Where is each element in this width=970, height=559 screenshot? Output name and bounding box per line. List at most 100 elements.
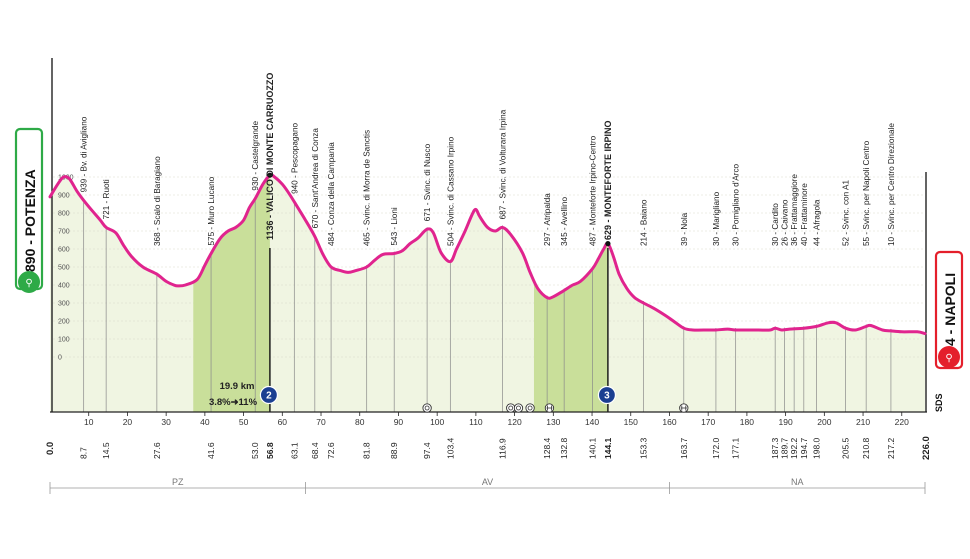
place-label: 52 - Svinc. con A1 (842, 180, 851, 246)
intermediate-marker (506, 403, 516, 413)
climb-category-label: 2 (266, 391, 272, 402)
finish-bike-glyph: ⚲ (945, 353, 952, 364)
distance-label: 72.6 (326, 442, 336, 459)
distance-label: 217.2 (886, 437, 896, 459)
climb-area-cat-2 (193, 175, 270, 412)
place-label: 575 - Muro Lucano (207, 176, 216, 245)
x-tick-label: 150 (624, 417, 638, 427)
distance-label: 132.8 (559, 437, 569, 459)
x-tick-label: 190 (779, 417, 793, 427)
distance-label: 41.6 (206, 442, 216, 459)
place-label: 487 - Monteforte Irpino-Centro (588, 135, 597, 246)
x-tick-label: 140 (585, 417, 599, 427)
y-tick-label: 200 (58, 319, 70, 326)
route-markers: 2 3 19.9 km 3.8%➜11% (209, 381, 689, 413)
place-label: 940 - Pescopagano (290, 122, 299, 193)
x-end-label: 226.0 (921, 436, 932, 460)
place-label: 687 - Svinc. di Volturara Irpina (499, 109, 508, 219)
start-bike-icon (18, 271, 40, 293)
distance-label: 172.0 (711, 437, 721, 459)
intermediate-inner (508, 405, 514, 411)
place-label: 30 - Pomigliano d'Arco (732, 163, 741, 246)
place-label: 345 - Avellino (560, 197, 569, 246)
distance-label: 81.8 (362, 442, 372, 459)
start-finish-badges: 890 - POTENZA ⚲ 4 - NAPOLI ⚲ SDS (14, 127, 964, 412)
place-label: 10 - Svinc. per Centro Direzionale (887, 123, 896, 246)
place-label: 721 - Ruoti (102, 179, 111, 219)
place-label: 939 - Bv. di Avigliano (80, 116, 89, 192)
place-label: 1136 - VALICO DI MONTE CARRUOZZO (265, 73, 275, 240)
place-label: 930 - Castelgrande (251, 121, 260, 191)
distance-label: 97.4 (422, 442, 432, 459)
y-tick-label: 400 (58, 283, 70, 290)
intermediate-marker (422, 403, 432, 413)
x-tick-label: 200 (817, 417, 831, 427)
place-label: 670 - Sant'Andrea di Conza (311, 128, 320, 229)
y-tick-label: 600 (58, 247, 70, 254)
distance-label: 210.8 (861, 437, 871, 459)
place-label: 629 - MONTEFORTE IRPINO (603, 120, 613, 240)
place-label: 30 - Cardito (771, 203, 780, 246)
finish-badge-label: 4 - NAPOLI (942, 273, 958, 346)
place-label: 671 - Svinc. di Nusco (423, 143, 432, 221)
x-tick-label: 60 (278, 417, 288, 427)
y-tick-label: 500 (58, 265, 70, 272)
x-tick-label: 50 (239, 417, 249, 427)
distance-label: 103.4 (445, 437, 455, 459)
x-tick-label: 120 (508, 417, 522, 427)
summit-dot (267, 172, 273, 178)
climb-area-cat-3 (533, 243, 608, 412)
distance-label: 53.0 (250, 442, 260, 459)
intermediate-marker (525, 403, 535, 413)
climb-gradient-label: 3.8%➜11% (209, 397, 258, 408)
finish-extra-label: SDS (934, 393, 944, 412)
place-label: 368 - Scalo di Baragiano (153, 156, 162, 246)
place-label: 55 - Svinc. per Napoli Centro (862, 140, 871, 246)
distance-label: 192.2 (789, 437, 799, 459)
distance-label: 144.1 (603, 437, 613, 459)
x-tick-label: 160 (662, 417, 676, 427)
distance-label: 8.7 (79, 447, 89, 459)
start-bike-glyph: ⚲ (25, 278, 32, 289)
x-tick-label: 220 (895, 417, 909, 427)
distance-label: 63.1 (289, 442, 299, 459)
distance-label: 56.8 (265, 442, 275, 459)
x-tick-label: 70 (316, 417, 326, 427)
x-tick-label: 90 (394, 417, 404, 427)
distance-label: 198.0 (812, 437, 822, 459)
province-label: NA (791, 477, 804, 487)
x-axis: 10 20 30 40 50 60 70 80 90 100 110 120 130 140 150 160 1… (45, 411, 932, 460)
profile-line-layer (48, 172, 927, 336)
place-guide-lines (83, 196, 892, 412)
distance-label: 194.7 (799, 437, 809, 459)
intermediate-marker (513, 403, 524, 413)
x-tick-label: 30 (161, 417, 171, 427)
finish-bike-icon (938, 346, 960, 368)
distance-label: 205.5 (841, 437, 851, 459)
province-label: PZ (172, 477, 184, 487)
x-tick-label: 10 (84, 417, 94, 427)
distance-label: 187.3 (770, 437, 780, 459)
start-badge-label: 890 - POTENZA (22, 169, 38, 272)
summit-dot (605, 241, 611, 247)
place-label: 297 - Atripalda (543, 193, 552, 246)
distance-label: 189.7 (779, 437, 789, 459)
distance-label: 27.6 (152, 442, 162, 459)
y-tick-label: 300 (58, 301, 70, 308)
x-tick-label: 40 (200, 417, 210, 427)
x-tick-label: 80 (355, 417, 365, 427)
distance-label: 140.1 (587, 437, 597, 459)
intermediate-inner (516, 405, 521, 411)
distance-label: 68.4 (310, 442, 320, 459)
place-label: 465 - Svinc. di Morra de Sanctis (363, 130, 372, 246)
place-label: 39 - Nola (680, 212, 689, 246)
distance-label: 163.7 (679, 437, 689, 459)
y-tick-label: 800 (58, 211, 70, 218)
climb-category-badge (259, 385, 279, 405)
x-tick-label: 180 (740, 417, 754, 427)
place-label: 44 - Afragola (813, 199, 822, 246)
x-tick-label: 210 (856, 417, 870, 427)
